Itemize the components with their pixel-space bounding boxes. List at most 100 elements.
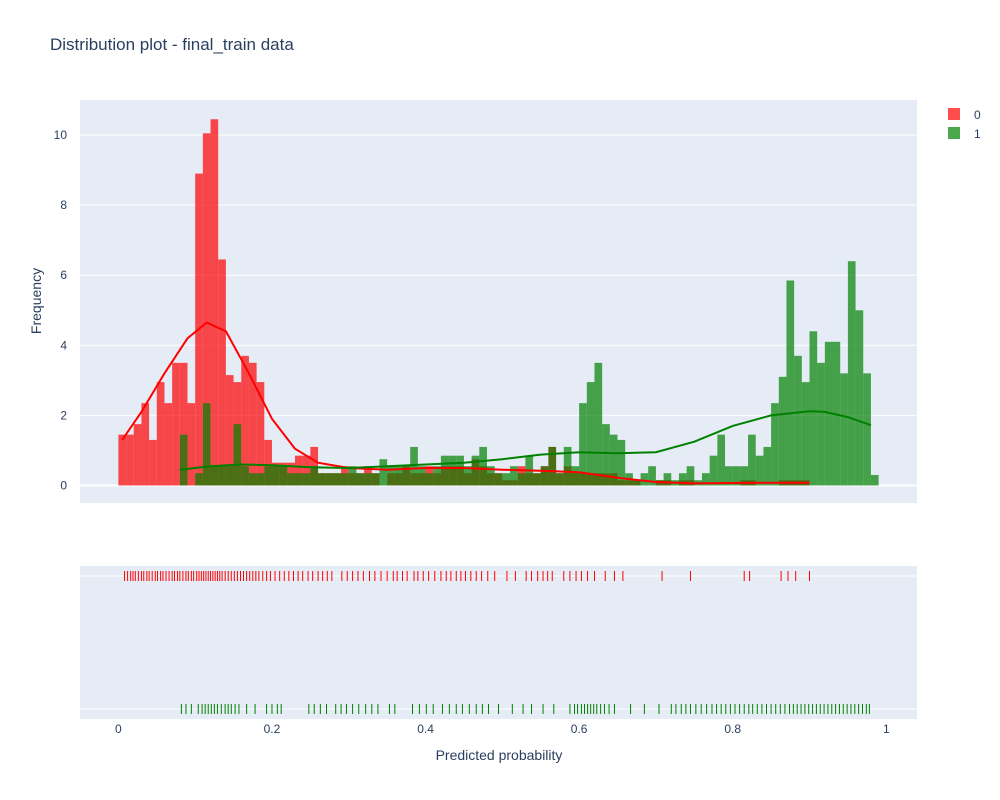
bar-series-1	[310, 466, 319, 486]
bar-series-1	[264, 466, 272, 486]
bar-series-1	[287, 473, 296, 486]
bar-series-0	[202, 133, 211, 486]
bar-series-0	[141, 403, 150, 486]
bar-series-1	[701, 473, 710, 486]
bar-series-0	[156, 382, 165, 486]
bar-series-1	[571, 466, 580, 486]
bar-series-1	[394, 466, 403, 486]
bar-series-1	[502, 473, 511, 486]
y-tick-label: 6	[60, 268, 67, 282]
bar-series-1	[640, 473, 649, 486]
x-tick-label: 0	[115, 722, 122, 736]
bar-series-1	[302, 473, 311, 486]
bar-series-1	[725, 466, 733, 486]
bar-series-1	[433, 466, 441, 486]
bar-series-1	[709, 455, 718, 486]
bar-series-1	[648, 466, 656, 486]
bar-series-0	[172, 362, 180, 486]
kde-curves	[121, 321, 872, 485]
bar-series-1	[510, 466, 518, 486]
bar-series-1	[809, 331, 818, 486]
bar-series-0	[164, 403, 173, 486]
bar-series-1	[202, 403, 211, 486]
bar-series-1	[801, 382, 810, 486]
bar-series-1	[425, 473, 434, 486]
bar-series-1	[295, 473, 303, 486]
bar-series-1	[732, 466, 741, 486]
bar-series-1	[863, 373, 871, 486]
y-tick-label: 0	[60, 478, 67, 492]
bar-series-0	[210, 119, 219, 486]
bar-series-1	[348, 466, 357, 486]
bar-series-1	[210, 466, 219, 486]
bar-series-1	[855, 310, 864, 486]
bar-series-1	[410, 446, 418, 486]
bar-series-1	[325, 473, 334, 486]
rug-plot-area	[80, 566, 917, 719]
bar-series-1	[540, 466, 549, 486]
legend-item-1[interactable]: 1	[948, 127, 981, 141]
chart-title: Distribution plot - final_train data	[50, 35, 294, 54]
legend-swatch-0	[948, 108, 960, 120]
bar-series-0	[118, 434, 127, 486]
bar-series-1	[417, 466, 426, 486]
x-tick-label: 0.2	[264, 722, 281, 736]
bar-series-0	[149, 439, 157, 486]
x-tick-label: 0.6	[571, 722, 588, 736]
bar-series-1	[456, 455, 464, 486]
bar-series-1	[763, 446, 772, 486]
kde-line-series-1	[179, 410, 872, 471]
bar-series-1	[740, 466, 749, 486]
bar-series-0	[133, 424, 142, 486]
bar-series-0	[295, 455, 303, 486]
bar-series-0	[264, 439, 272, 486]
bar-series-1	[755, 455, 764, 486]
bar-series-1	[594, 362, 603, 486]
bar-series-1	[717, 434, 726, 486]
bar-series-1	[586, 382, 595, 486]
x-axis-title: Predicted probability	[436, 747, 563, 763]
bar-series-1	[448, 455, 457, 486]
bar-series-1	[533, 473, 541, 486]
bar-series-1	[678, 473, 687, 486]
legend-label-1: 1	[974, 127, 981, 141]
bar-series-1	[556, 473, 564, 486]
bar-series-1	[794, 355, 802, 486]
bar-series-0	[256, 382, 265, 486]
bar-series-1	[663, 473, 672, 486]
x-tick-label: 0.8	[724, 722, 741, 736]
y-axis-title: Frequency	[28, 268, 44, 334]
bar-series-1	[333, 473, 342, 486]
legend-label-0: 0	[974, 108, 981, 122]
bar-series-1	[402, 466, 411, 486]
bar-series-1	[517, 473, 526, 486]
bar-series-1	[356, 473, 365, 486]
bar-series-1	[847, 261, 856, 486]
bar-series-1	[486, 466, 495, 486]
y-axis-ticks: 0 2 4 6 8 10	[54, 128, 68, 492]
bar-series-1	[248, 473, 257, 486]
bar-series-0	[126, 434, 134, 486]
x-axis-ticks: 0 0.2 0.4 0.6 0.8 1	[115, 722, 890, 736]
bar-series-1	[379, 459, 388, 486]
bar-series-1	[195, 473, 203, 486]
rug-marks	[124, 571, 870, 714]
bar-series-1	[233, 424, 242, 486]
y-tick-label: 4	[60, 338, 67, 352]
bar-series-1	[279, 466, 288, 486]
y-tick-label: 10	[54, 128, 68, 142]
bar-series-1	[341, 473, 349, 486]
bar-series-1	[771, 403, 779, 486]
bar-series-1	[256, 473, 265, 486]
bar-series-1	[440, 455, 449, 486]
bar-series-1	[686, 466, 695, 486]
bar-series-1	[364, 473, 372, 486]
bar-series-1	[271, 466, 280, 486]
bar-series-1	[371, 473, 380, 486]
legend-item-0[interactable]: 0	[948, 108, 981, 122]
bar-series-1	[786, 280, 795, 486]
legend-swatch-1	[948, 127, 960, 139]
bar-series-0	[248, 362, 257, 486]
bar-series-1	[179, 434, 188, 486]
